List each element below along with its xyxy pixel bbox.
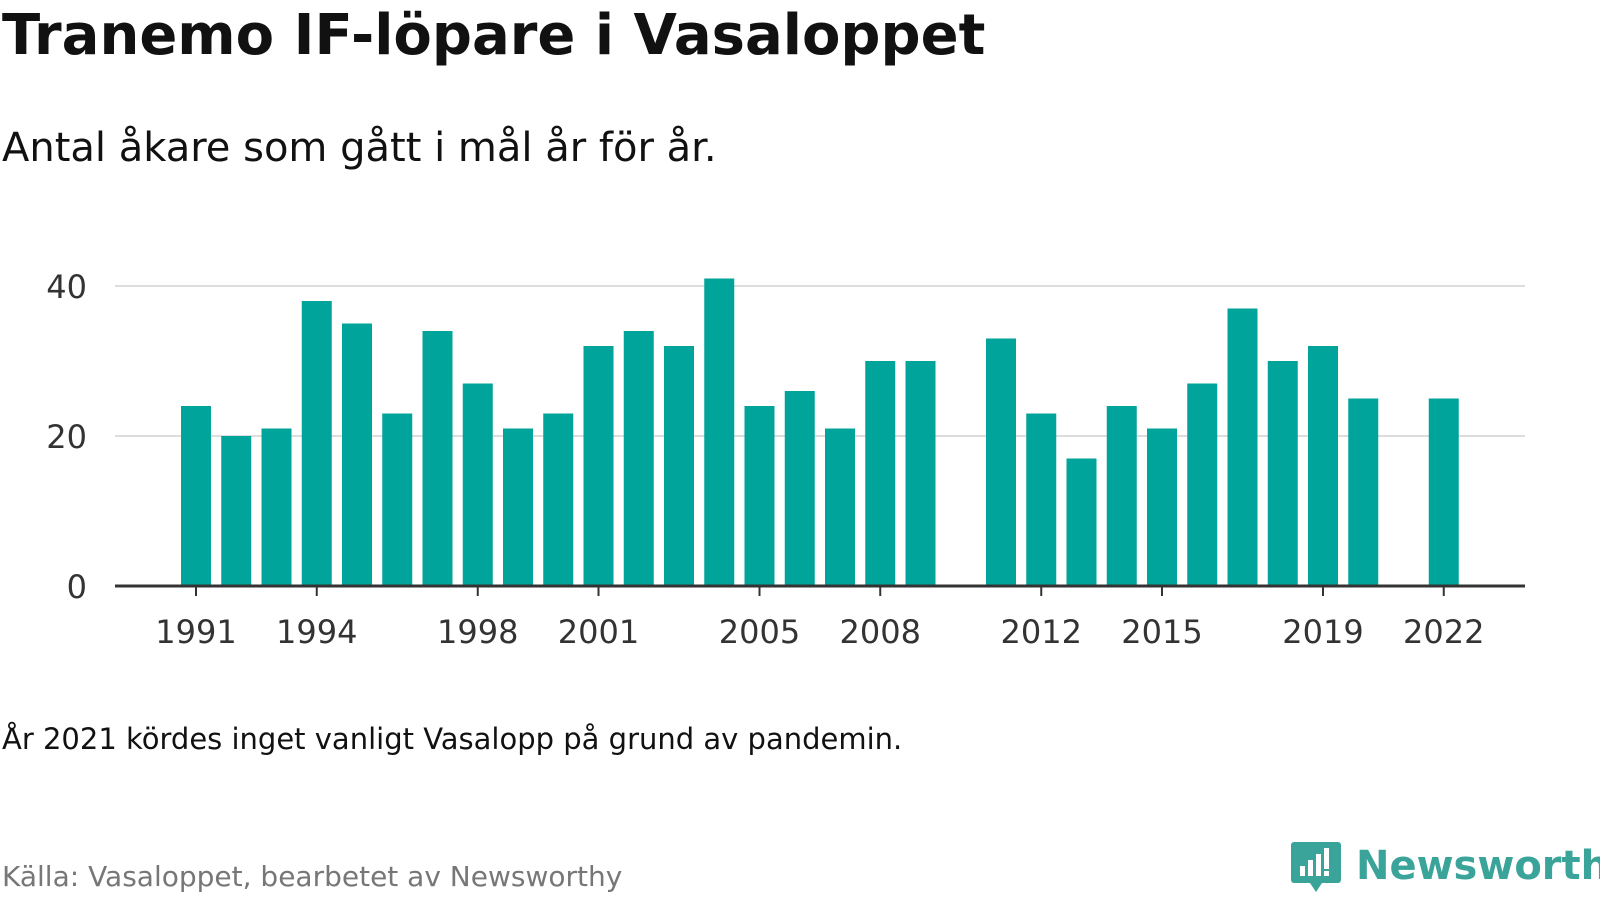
bar-1991 <box>181 406 211 586</box>
bar-1997 <box>422 331 453 586</box>
bar-2013 <box>1066 458 1097 586</box>
chart-subtitle: Antal åkare som gått i mål år för år. <box>2 125 717 171</box>
bar-1993 <box>261 428 292 586</box>
x-tick-label-1994: 1994 <box>276 613 357 651</box>
x-tick-label-2005: 2005 <box>719 613 800 651</box>
bar-chart: 0 20 40 1991 1994 1998 2001 2005 2008 2012 2015 201… <box>46 268 1525 651</box>
bar-2020 <box>1348 398 1379 586</box>
x-tick-label-2008: 2008 <box>840 613 921 651</box>
x-tick-label-2015: 2015 <box>1121 613 1202 651</box>
bar-2008 <box>865 361 896 586</box>
x-tick-label-2012: 2012 <box>1001 613 1082 651</box>
bar-2015 <box>1147 428 1177 586</box>
bar-2003 <box>664 346 694 586</box>
x-tick-label-2022: 2022 <box>1403 613 1484 651</box>
y-tick-label-40: 40 <box>46 268 87 306</box>
bar-1994 <box>301 301 332 586</box>
bar-2000 <box>543 413 574 586</box>
newsworthy-logo-icon <box>1291 842 1341 892</box>
x-tick-label-2019: 2019 <box>1282 613 1363 651</box>
bar-2005 <box>744 406 775 586</box>
source-line: Källa: Vasaloppet, bearbetet av Newswort… <box>2 860 623 893</box>
bar-1995 <box>342 323 372 586</box>
bar-1998 <box>462 383 493 586</box>
newsworthy-logo-text: Newsworthy <box>1356 843 1600 889</box>
bar-2009 <box>905 361 936 586</box>
y-tick-label-20: 20 <box>46 418 87 456</box>
chart-note: År 2021 kördes inget vanligt Vasalopp på… <box>2 722 903 756</box>
newsworthy-logo: Newsworthy <box>1290 840 1600 894</box>
bar-2006 <box>784 391 815 586</box>
bar-2019 <box>1308 346 1338 586</box>
bar-2012 <box>1026 413 1057 586</box>
bar-2001 <box>583 346 614 586</box>
x-tick-label-1998: 1998 <box>437 613 518 651</box>
chart-title: Tranemo IF-löpare i Vasaloppet <box>2 3 986 68</box>
bar-1996 <box>382 413 413 586</box>
y-tick-label-0: 0 <box>67 568 87 606</box>
bar-2004 <box>704 278 735 586</box>
bar-1992 <box>221 436 252 586</box>
x-tick-label-2001: 2001 <box>558 613 639 651</box>
x-tick-label-1991: 1991 <box>155 613 236 651</box>
bar-2007 <box>825 428 855 586</box>
bar-2016 <box>1187 383 1218 586</box>
axes: 0 20 40 1991 1994 1998 2001 2005 2008 2012 2015 201… <box>46 268 1525 651</box>
bar-2017 <box>1227 308 1258 586</box>
bar-2018 <box>1267 361 1298 586</box>
bar-2002 <box>623 331 654 586</box>
bar-2011 <box>986 338 1016 586</box>
bar-2022 <box>1428 398 1459 586</box>
bars <box>181 278 1459 586</box>
bar-1999 <box>503 428 533 586</box>
bar-2014 <box>1106 406 1137 586</box>
